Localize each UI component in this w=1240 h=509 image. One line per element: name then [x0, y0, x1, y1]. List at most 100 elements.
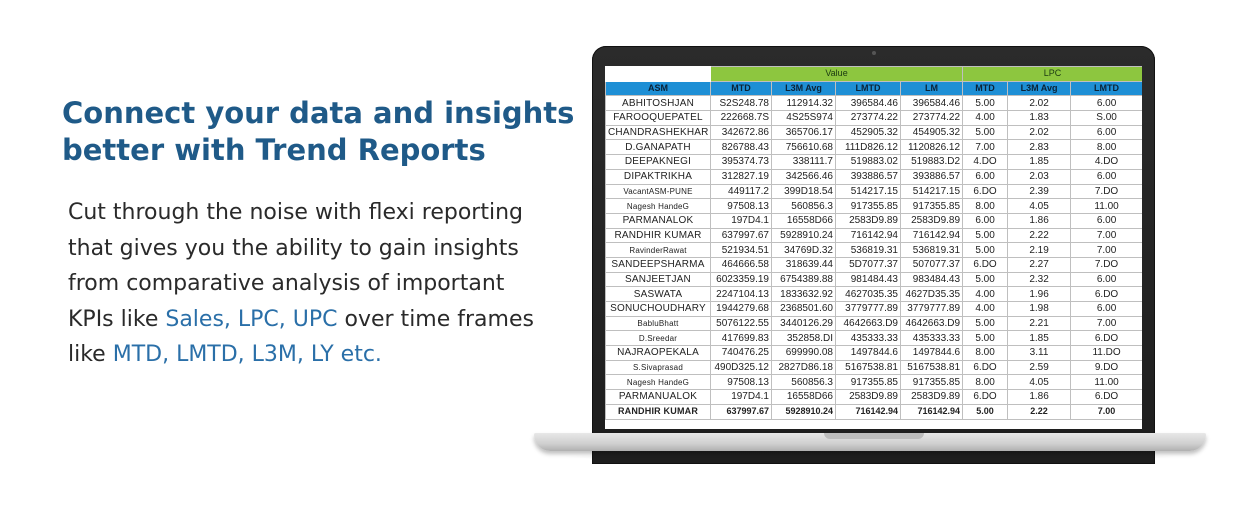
table-row: ABHITOSHJAN S2S248.78 112914.32 396584.46 39… — [605, 95, 1142, 112]
value-cell: 536819.31 — [835, 242, 901, 258]
laptop-hinge-notch — [824, 433, 924, 439]
value-cell: 97508.13 — [710, 198, 772, 214]
value-cell: 222668.7S — [710, 110, 772, 126]
value-cell: 6754389.88 — [771, 271, 836, 288]
asm-name-cell: DEEPAKNEGI — [605, 154, 711, 170]
lpc-cell: 7.00 — [1070, 403, 1142, 420]
lpc-cell: 5.00 — [962, 271, 1009, 288]
value-cell: 716142.94 — [899, 227, 964, 244]
lpc-cell: 1.86 — [1007, 212, 1072, 229]
lpc-cell: 4.00 — [962, 110, 1009, 126]
column-header: LMTD — [835, 80, 901, 97]
column-header-row: ASM MTD L3M Avg LMTD LM MTD L3M Avg LMTD — [605, 80, 1142, 97]
lpc-cell: 1.96 — [1007, 286, 1072, 302]
value-cell: 318639.44 — [771, 256, 836, 273]
laptop-display: Value LPC ASM MTD L3M Avg LMTD LM MTD L3M Avg L… — [605, 66, 1142, 429]
value-cell: 637997.67 — [710, 227, 772, 244]
lpc-cell: 1.85 — [1007, 330, 1072, 347]
value-cell: 716142.94 — [899, 403, 964, 420]
value-cell: 536819.31 — [899, 242, 964, 258]
value-cell: 34769D.32 — [771, 242, 836, 258]
value-cell: 2368501.60 — [771, 301, 836, 317]
table-row: RANDHIR KUMAR 637997.67 5928910.24 716142.9… — [605, 403, 1142, 420]
value-cell: 514217.15 — [835, 183, 901, 200]
timeframe-highlight: MTD, LMTD, L3M, LY etc. — [112, 342, 382, 367]
lpc-cell: 2.59 — [1007, 359, 1072, 376]
lpc-cell: 11.DO — [1070, 345, 1142, 361]
value-cell: 981484.43 — [835, 271, 901, 288]
table-row: D.Sreedar 417699.83 352858.DI 435333.33 4353… — [605, 330, 1142, 347]
value-cell: 5167538.81 — [835, 359, 901, 376]
value-cell: S2S248.78 — [710, 95, 772, 112]
table-row: SONUCHOUDHARY 1944279.68 2368501.60 3779777… — [605, 301, 1142, 317]
lpc-cell: 6.00 — [1070, 271, 1142, 288]
lpc-cell: 8.00 — [962, 198, 1009, 214]
value-cell: 273774.22 — [835, 110, 901, 126]
value-cell: 2827D86.18 — [771, 359, 836, 376]
lpc-cell: 4.00 — [962, 301, 1009, 317]
table-row: Nagesh HandeG 97508.13 560856.3 917355.85 91… — [605, 374, 1142, 391]
asm-name-cell: SANDEEPSHARMA — [605, 256, 711, 273]
laptop-screen: Value LPC ASM MTD L3M Avg LMTD LM MTD L3M Avg L… — [592, 46, 1155, 464]
asm-name-cell: Nagesh HandeG — [605, 374, 711, 391]
value-cell: 312827.19 — [710, 168, 772, 185]
value-cell: 4642663.D9 — [899, 315, 964, 332]
value-cell: 454905.32 — [899, 124, 964, 141]
value-cell: 112914.32 — [771, 95, 836, 112]
value-cell: 2247104.13 — [710, 286, 772, 302]
value-cell: 435333.33 — [899, 330, 964, 347]
value-cell: 1497844.6 — [899, 345, 964, 361]
lpc-cell: 2.27 — [1007, 256, 1072, 273]
value-cell: 2583D9.89 — [899, 212, 964, 229]
lpc-cell: 2.22 — [1007, 403, 1072, 420]
value-cell: 1944279.68 — [710, 301, 772, 317]
value-cell: 826788.43 — [710, 139, 772, 156]
lpc-cell: 4.DO — [962, 154, 1009, 170]
lpc-cell: 6.DO — [962, 389, 1009, 405]
lpc-cell: 4.05 — [1007, 374, 1072, 391]
lpc-cell: 6.00 — [1070, 124, 1142, 141]
lpc-cell: 1.85 — [1007, 154, 1072, 170]
value-cell: 5167538.81 — [899, 359, 964, 376]
value-cell: 396584.46 — [835, 95, 901, 112]
value-cell: 756610.68 — [771, 139, 836, 156]
value-cell: 983484.43 — [899, 271, 964, 288]
value-cell: 917355.85 — [835, 198, 901, 214]
value-cell: 917355.85 — [899, 198, 964, 214]
asm-name-cell: PARMANUALOK — [605, 389, 711, 405]
table-row: SASWATA 2247104.13 1833632.92 4627035.35 462… — [605, 286, 1142, 302]
table-row: D.GANAPATH 826788.43 756610.68 111D826.12 11… — [605, 139, 1142, 156]
column-header: L3M Avg — [1007, 80, 1072, 97]
lpc-cell: 2.03 — [1007, 168, 1072, 185]
lpc-cell: 5.00 — [962, 242, 1009, 258]
value-cell: 1833632.92 — [771, 286, 836, 302]
lpc-cell: 7.00 — [1070, 227, 1142, 244]
value-cell: 342566.46 — [771, 168, 836, 185]
lpc-cell: 8.00 — [962, 374, 1009, 391]
lpc-cell: 6.DO — [1070, 286, 1142, 302]
value-cell: 352858.DI — [771, 330, 836, 347]
value-cell: 5928910.24 — [771, 227, 836, 244]
lpc-cell: 4.05 — [1007, 198, 1072, 214]
headline-line-2: better with Trend Reports — [62, 133, 486, 167]
lpc-cell: 3.11 — [1007, 345, 1072, 361]
lpc-cell: 2.22 — [1007, 227, 1072, 244]
column-header: ASM — [605, 80, 711, 97]
value-cell: 4S25S974 — [771, 110, 836, 126]
lpc-cell: 5.00 — [962, 315, 1009, 332]
lpc-cell: 7.DO — [1070, 183, 1142, 200]
lpc-cell: 5.00 — [962, 124, 1009, 141]
table-row: Nagesh HandeG 97508.13 560856.3 917355.85 91… — [605, 198, 1142, 214]
column-header: MTD — [710, 80, 772, 97]
value-cell: 97508.13 — [710, 374, 772, 391]
asm-name-cell: SASWATA — [605, 286, 711, 302]
value-cell: 2583D9.89 — [899, 389, 964, 405]
value-cell: 435333.33 — [835, 330, 901, 347]
value-cell: 273774.22 — [899, 110, 964, 126]
lpc-cell: 1.83 — [1007, 110, 1072, 126]
value-cell: 2583D9.89 — [835, 389, 901, 405]
lpc-cell: 2.02 — [1007, 124, 1072, 141]
value-cell: 16558D66 — [771, 212, 836, 229]
table-row: PARMANUALOK 197D4.1 16558D66 2583D9.89 2583D… — [605, 389, 1142, 405]
table-row: CHANDRASHEKHAR 342672.86 365706.17 452905.3… — [605, 124, 1142, 141]
